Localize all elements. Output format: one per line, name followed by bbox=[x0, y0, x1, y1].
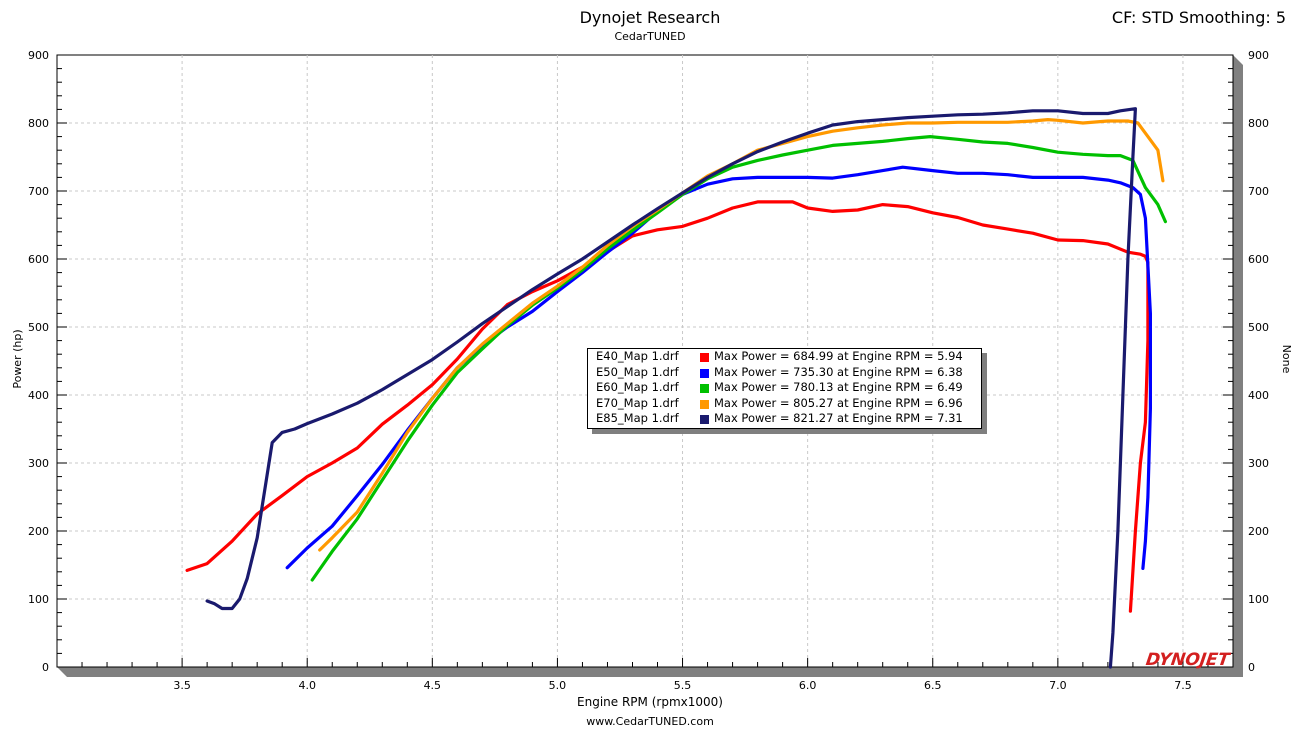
y2-tick-label: 300 bbox=[1248, 457, 1269, 470]
chart-subtitle: CedarTUNED bbox=[614, 30, 686, 43]
x-axis-label: Engine RPM (rpmx1000) bbox=[577, 695, 723, 709]
y-tick-label: 700 bbox=[28, 185, 49, 198]
legend-swatch bbox=[700, 353, 709, 362]
x-tick-label: 7.5 bbox=[1174, 679, 1192, 692]
legend-file-name: E85_Map 1.drf bbox=[596, 411, 679, 425]
y2-tick-label: 400 bbox=[1248, 389, 1269, 402]
y-tick-label: 100 bbox=[28, 593, 49, 606]
legend-file-name: E50_Map 1.drf bbox=[596, 364, 679, 379]
y2-tick-label: 800 bbox=[1248, 117, 1269, 130]
x-tick-label: 3.5 bbox=[173, 679, 191, 692]
legend-swatch bbox=[700, 399, 709, 409]
x-tick-label: 7.0 bbox=[1049, 679, 1067, 692]
correction-factor-label: CF: STD Smoothing: 5 bbox=[1111, 8, 1286, 27]
x-tick-label: 4.5 bbox=[424, 679, 442, 692]
legend-text: Max Power = 780.13 at Engine RPM = 6.49 bbox=[714, 380, 963, 394]
legend-text: Max Power = 821.27 at Engine RPM = 7.31 bbox=[714, 411, 963, 425]
y-tick-label: 0 bbox=[42, 661, 49, 674]
secondary-y-axis-label: None bbox=[1280, 344, 1293, 374]
legend-swatch bbox=[700, 415, 709, 424]
y-tick-label: 200 bbox=[28, 525, 49, 538]
legend-text: Max Power = 735.30 at Engine RPM = 6.38 bbox=[714, 364, 963, 379]
legend: E40_Map 1.drf Max Power = 684.99 at Engi… bbox=[587, 348, 982, 429]
chart-title: Dynojet Research bbox=[579, 8, 721, 27]
legend-file-name: E70_Map 1.drf bbox=[596, 395, 679, 410]
y-tick-label: 300 bbox=[28, 457, 49, 470]
series-line-e60 bbox=[310, 135, 1167, 582]
y2-tick-label: 700 bbox=[1248, 185, 1269, 198]
y2-tick-label: 100 bbox=[1248, 593, 1269, 606]
legend-text: Max Power = 684.99 at Engine RPM = 5.94 bbox=[714, 349, 963, 363]
y-tick-label: 500 bbox=[28, 321, 49, 334]
legend-text: Max Power = 805.27 at Engine RPM = 6.96 bbox=[714, 395, 963, 410]
dynojet-logo: DYNOJET bbox=[1144, 650, 1231, 670]
legend-swatch bbox=[700, 368, 709, 378]
legend-file-name: E40_Map 1.drf bbox=[596, 349, 679, 363]
y-tick-label: 400 bbox=[28, 389, 49, 402]
y-tick-label: 900 bbox=[28, 49, 49, 62]
y-tick-label: 800 bbox=[28, 117, 49, 130]
legend-swatch bbox=[700, 384, 709, 393]
y-tick-label: 600 bbox=[28, 253, 49, 266]
y2-tick-label: 0 bbox=[1248, 661, 1255, 674]
x-tick-label: 5.5 bbox=[674, 679, 692, 692]
y2-tick-label: 900 bbox=[1248, 49, 1269, 62]
y2-tick-label: 500 bbox=[1248, 321, 1269, 334]
x-tick-label: 6.0 bbox=[799, 679, 817, 692]
y-axis-label: Power (hp) bbox=[11, 329, 24, 389]
x-tick-label: 6.5 bbox=[924, 679, 942, 692]
x-tick-label: 4.0 bbox=[298, 679, 316, 692]
footer-url[interactable]: www.CedarTUNED.com bbox=[586, 715, 714, 728]
y2-tick-label: 600 bbox=[1248, 253, 1269, 266]
legend-file-name: E60_Map 1.drf bbox=[596, 380, 679, 394]
x-tick-label: 5.0 bbox=[549, 679, 567, 692]
series-line-e85 bbox=[205, 107, 1137, 669]
series-line-e40 bbox=[185, 200, 1150, 613]
y2-tick-label: 200 bbox=[1248, 525, 1269, 538]
